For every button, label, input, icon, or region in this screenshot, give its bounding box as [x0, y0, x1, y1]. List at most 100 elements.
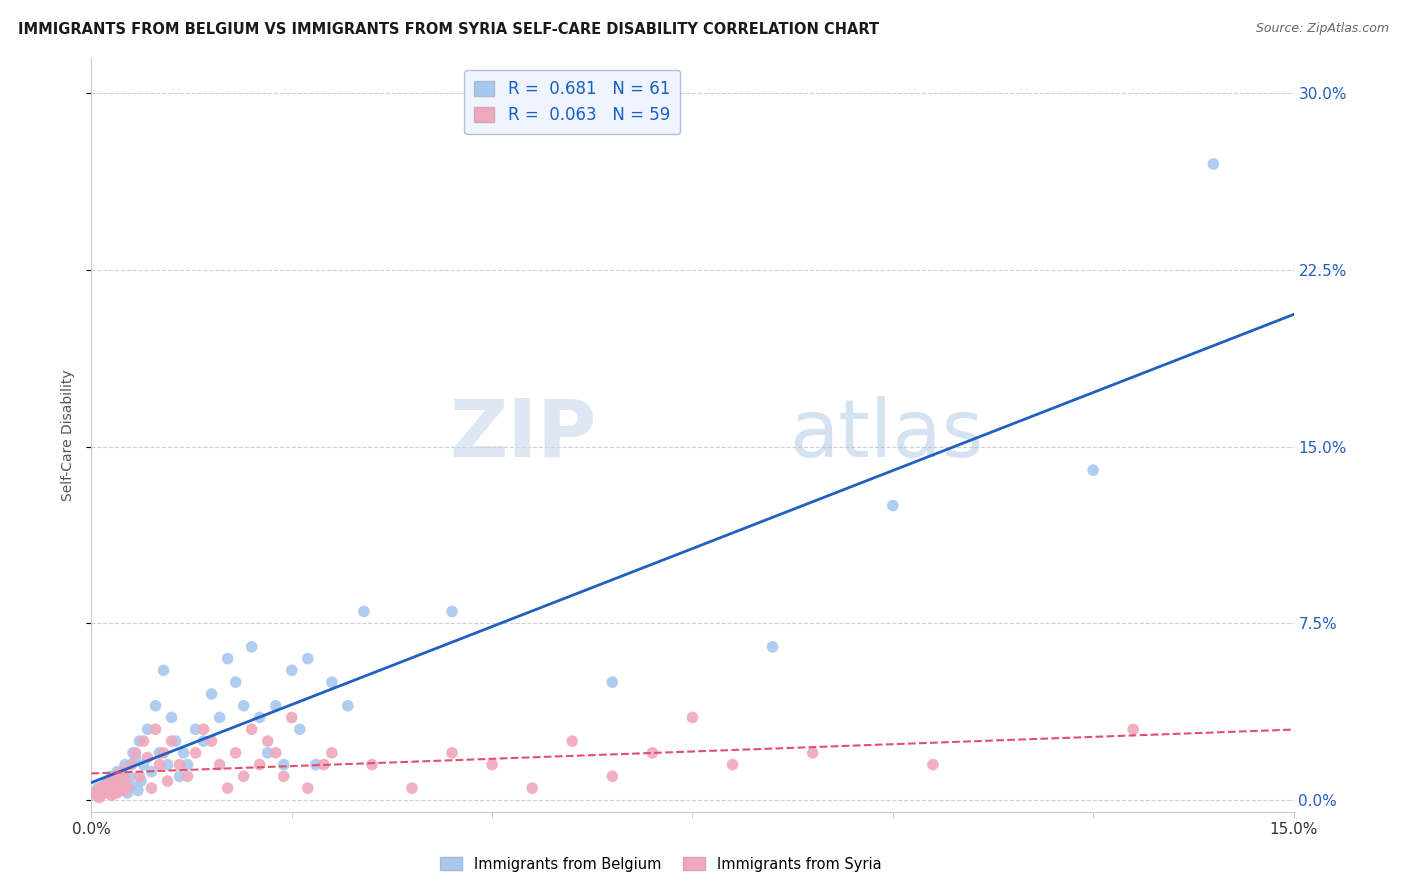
Point [721, 757, 744, 772]
Point [762, 640, 785, 654]
Point [312, 757, 335, 772]
Point [108, 783, 131, 797]
Point [104, 776, 127, 790]
Point [165, 734, 187, 748]
Point [169, 769, 191, 783]
Point [105, 764, 128, 779]
Point [184, 723, 207, 737]
Legend: Immigrants from Belgium, Immigrants from Syria: Immigrants from Belgium, Immigrants from… [434, 851, 887, 878]
Point [281, 664, 304, 678]
Point [225, 675, 247, 690]
Point [124, 746, 146, 760]
Point [208, 710, 231, 724]
Point [249, 710, 271, 724]
Point [148, 746, 170, 760]
Point [217, 781, 239, 796]
Point [273, 769, 295, 783]
Point [201, 734, 224, 748]
Point [288, 723, 311, 737]
Point [401, 781, 423, 796]
Point [481, 757, 503, 772]
Point [561, 734, 583, 748]
Point [264, 698, 287, 713]
Point [273, 757, 295, 772]
Point [96, 774, 118, 789]
Point [520, 781, 543, 796]
Point [641, 746, 664, 760]
Point [184, 746, 207, 760]
Point [89, 789, 111, 803]
Point [922, 757, 945, 772]
Point [256, 734, 278, 748]
Point [114, 757, 136, 772]
Point [156, 774, 179, 789]
Point [93, 786, 115, 800]
Point [148, 757, 170, 772]
Point [132, 757, 155, 772]
Point [94, 786, 117, 800]
Point [84, 789, 107, 803]
Legend: R =  0.681   N = 61, R =  0.063   N = 59: R = 0.681 N = 61, R = 0.063 N = 59 [464, 70, 681, 135]
Point [225, 746, 247, 760]
Point [105, 786, 128, 800]
Point [100, 789, 122, 803]
Point [118, 769, 141, 783]
Point [160, 734, 183, 748]
Text: IMMIGRANTS FROM BELGIUM VS IMMIGRANTS FROM SYRIA SELF-CARE DISABILITY CORRELATIO: IMMIGRANTS FROM BELGIUM VS IMMIGRANTS FR… [18, 22, 879, 37]
Point [256, 746, 278, 760]
Point [264, 746, 287, 760]
Point [100, 769, 122, 783]
Point [156, 757, 179, 772]
Point [141, 781, 163, 796]
Point [98, 774, 121, 789]
Point [145, 698, 167, 713]
Point [94, 779, 117, 793]
Point [193, 734, 215, 748]
Text: ZIP: ZIP [449, 396, 596, 474]
Point [117, 786, 139, 800]
Point [103, 786, 125, 800]
Point [240, 640, 263, 654]
Text: Source: ZipAtlas.com: Source: ZipAtlas.com [1256, 22, 1389, 36]
Point [104, 769, 127, 783]
Point [681, 710, 703, 724]
Point [602, 769, 624, 783]
Point [801, 746, 824, 760]
Point [321, 675, 343, 690]
Point [89, 790, 111, 805]
Point [232, 698, 254, 713]
Point [121, 779, 143, 793]
Point [112, 783, 135, 797]
Point [129, 774, 152, 789]
Point [90, 781, 112, 796]
Point [111, 772, 134, 786]
Point [208, 757, 231, 772]
Point [132, 734, 155, 748]
Point [1202, 157, 1225, 171]
Point [87, 783, 110, 797]
Point [297, 781, 319, 796]
Point [281, 710, 304, 724]
Point [117, 781, 139, 796]
Text: atlas: atlas [789, 396, 983, 474]
Point [90, 783, 112, 797]
Point [353, 605, 375, 619]
Point [98, 781, 121, 796]
Point [152, 746, 174, 760]
Point [441, 746, 464, 760]
Point [249, 757, 271, 772]
Point [193, 723, 215, 737]
Point [128, 734, 150, 748]
Point [1122, 723, 1144, 737]
Point [160, 710, 183, 724]
Point [122, 746, 145, 760]
Point [240, 723, 263, 737]
Point [441, 605, 464, 619]
Point [145, 723, 167, 737]
Y-axis label: Self-Care Disability: Self-Care Disability [62, 369, 76, 500]
Point [87, 781, 110, 796]
Point [882, 499, 904, 513]
Point [136, 750, 159, 764]
Point [305, 757, 328, 772]
Point [136, 723, 159, 737]
